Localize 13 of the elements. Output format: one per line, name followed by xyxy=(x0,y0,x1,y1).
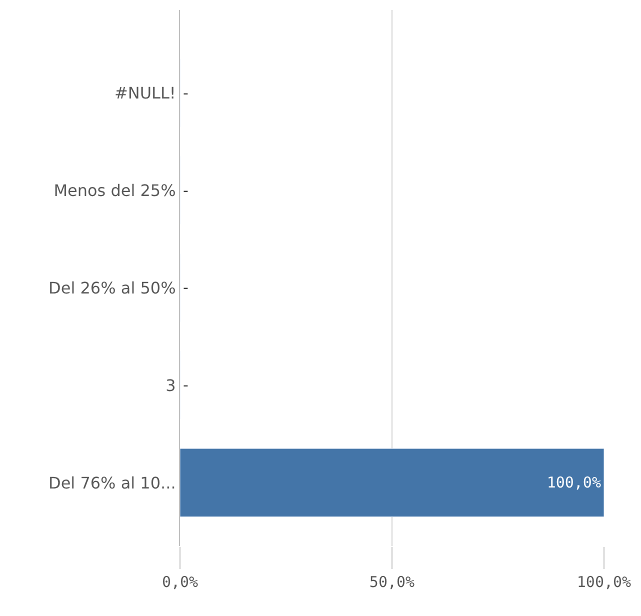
x-tick-label: 50,0% xyxy=(369,573,415,591)
y-tick-label: 3 xyxy=(166,376,176,395)
data-label: 100,0% xyxy=(546,474,601,492)
data-label: - xyxy=(183,84,188,102)
x-tick-label: 100,0% xyxy=(576,573,632,591)
y-tick-label: Del 26% al 50% xyxy=(48,278,176,298)
data-label: - xyxy=(183,376,188,394)
y-tick-label: Del 76% al 10... xyxy=(48,473,176,492)
data-label: - xyxy=(183,278,188,297)
x-tick-label: 0,0% xyxy=(162,573,198,591)
y-tick-label: #NULL! xyxy=(114,83,176,102)
y-tick-label: Menos del 25% xyxy=(54,180,176,200)
data-label: - xyxy=(183,181,188,200)
